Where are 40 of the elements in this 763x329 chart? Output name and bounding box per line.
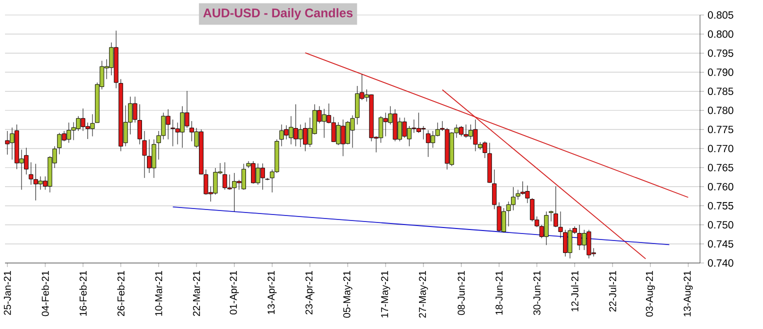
candlestick: [558, 211, 563, 238]
x-tick-label: 25-Jan-21: [4, 271, 11, 315]
x-tick-label: 23-Apr-21: [305, 271, 314, 314]
x-tick-label: 12-Jul-21: [571, 271, 578, 312]
x-tick-label: 01-Apr-21: [230, 271, 239, 314]
x-tick-label: 18-Jun-21: [496, 271, 503, 315]
x-tick-label: 03-Aug-21: [646, 271, 655, 317]
candlestick: [142, 130, 147, 178]
y-tick-label: 0.790: [708, 68, 734, 76]
y-tick-label: 0.785: [708, 88, 734, 96]
y-tick-label: 0.740: [708, 259, 734, 267]
candlestick: [492, 169, 497, 210]
chart-title: AUD-USD - Daily Candles: [203, 8, 353, 20]
x-tick-label: 16-Feb-21: [79, 271, 87, 316]
y-tick-label: 0.750: [708, 221, 734, 229]
x-tick-label: 26-Feb-21: [117, 271, 124, 316]
y-tick-label: 0.805: [708, 11, 734, 19]
x-tick-label: 17-May-21: [381, 271, 390, 318]
y-tick-label: 0.770: [708, 144, 734, 152]
y-tick-label: 0.745: [708, 240, 734, 248]
x-tick-label: 04-Feb-21: [42, 271, 49, 316]
x-tick-label: 27-May-21: [418, 271, 428, 318]
y-tick-label: 0.775: [708, 126, 734, 134]
x-tick-label: 05-May-21: [343, 271, 352, 318]
candlestick: [548, 210, 554, 222]
y-tick-label: 0.795: [708, 49, 734, 57]
x-tick-label: 30-Jun-21: [533, 271, 540, 316]
y-tick-label: 0.760: [708, 182, 734, 190]
y-tick-label: 0.800: [708, 30, 734, 38]
x-tick-label: 10-Mar-21: [155, 271, 162, 316]
candlestick: [138, 104, 142, 145]
x-tick-label: 22-Jul-21: [608, 271, 616, 312]
candlestick: [554, 186, 558, 228]
x-tick-label: 08-Jun-21: [458, 271, 465, 315]
y-tick-label: 0.780: [708, 106, 734, 114]
x-tick-label: 22-Mar-21: [192, 271, 200, 316]
x-tick-label: 13-Aug-21: [684, 271, 693, 316]
y-tick-label: 0.765: [708, 164, 734, 172]
y-tick-label: 0.755: [708, 202, 734, 210]
x-tick-label: 13-Apr-21: [268, 271, 277, 314]
